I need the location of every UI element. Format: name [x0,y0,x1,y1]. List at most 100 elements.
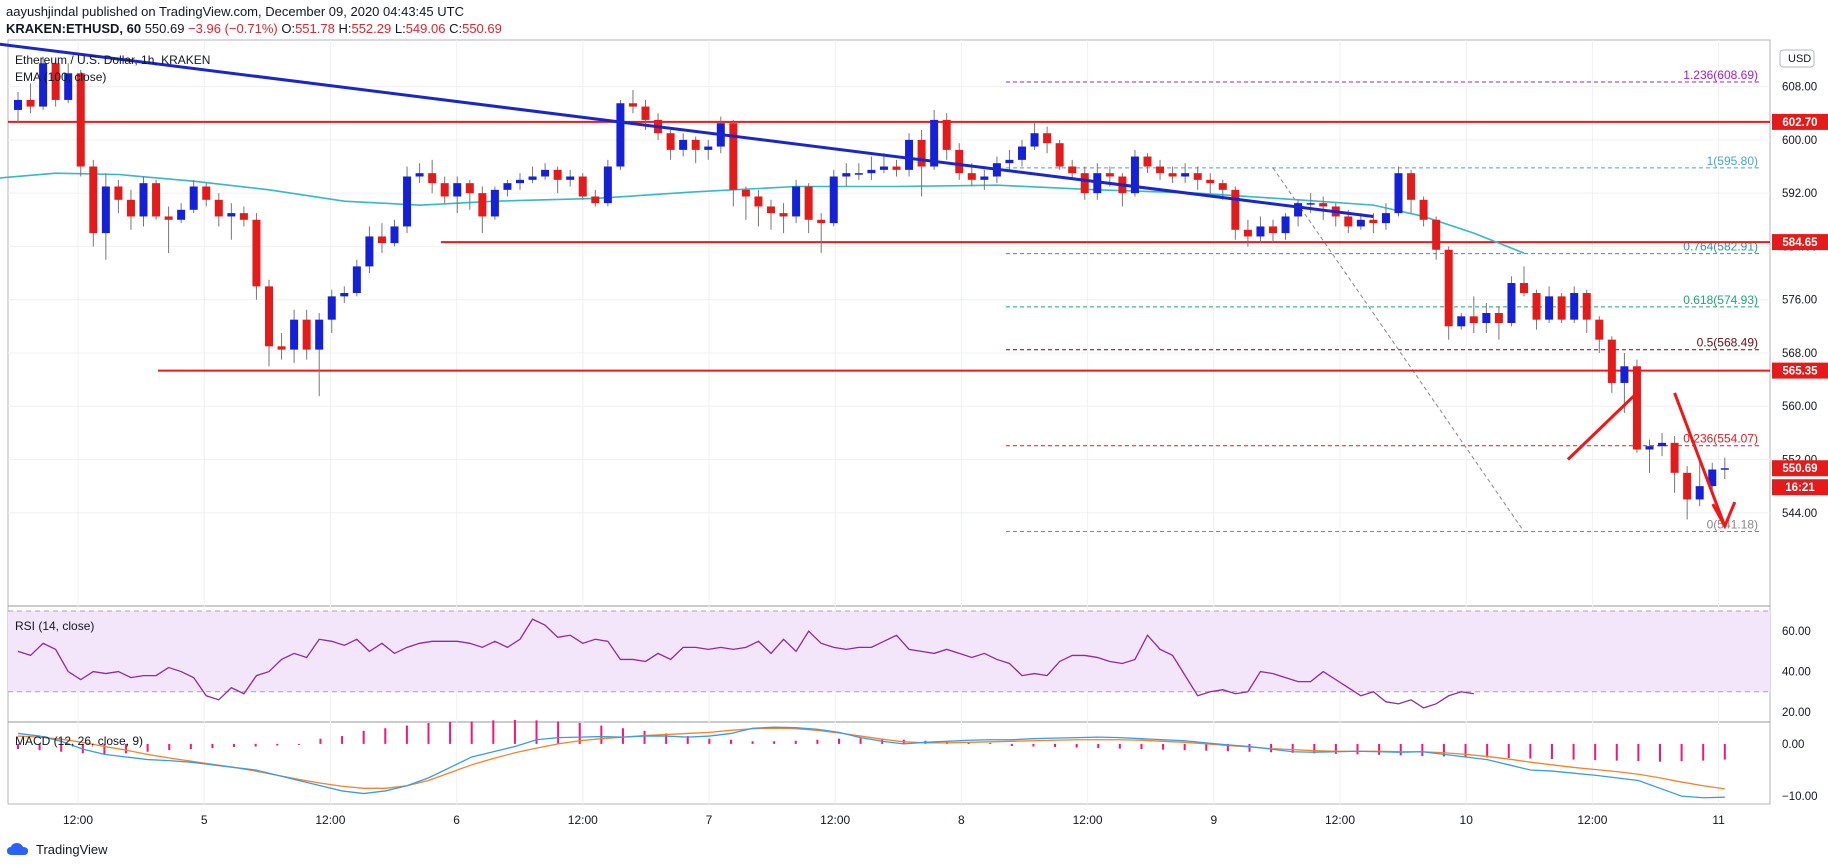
pair-legend: Ethereum / U.S. Dollar, 1h, KRAKEN [15,53,210,67]
y-tick-label: 544.00 [1782,508,1817,520]
candle-body [679,139,688,150]
candle-body [1130,156,1139,194]
candle-body [1607,339,1616,383]
candle-body [767,206,775,214]
candle-body [566,176,575,180]
candle-body [1469,316,1478,323]
price-label: 602.70 [1782,117,1817,129]
price-change: −3.96 (−0.71%) [188,21,278,36]
candle-body [51,63,60,100]
candle-body [842,173,851,177]
candle-body [917,139,926,167]
candle-body [290,319,299,350]
candle-body [1105,173,1114,177]
candle-body [265,286,273,347]
candle-body [277,346,286,350]
candle-body [503,183,512,190]
candle-body [628,103,637,107]
candle-body [214,199,223,217]
candle-body [691,139,700,150]
close-label: C: [449,21,463,36]
down-arrow-head [1711,501,1737,530]
down-arrow [1673,392,1727,527]
x-tick-label: 9 [1210,813,1217,827]
candle-body [1520,283,1528,294]
candle-body [1319,203,1328,207]
countdown-label: 16:21 [1785,482,1815,494]
open-label: O: [281,21,296,36]
y-tick-label: 576.00 [1782,295,1817,307]
y-tick-label: 568.00 [1782,348,1817,360]
candle-body [942,119,951,150]
x-tick-label: 12:00 [1577,813,1607,827]
candle-body [126,199,135,217]
candle-body [252,219,261,287]
high-value: 552.29 [351,21,392,36]
candle-body [1181,173,1190,177]
candle-body [377,236,386,244]
candle-body [1068,166,1077,174]
candle-body [541,169,550,177]
x-tick-label: 11 [1712,813,1725,827]
currency-label: USD [1788,53,1811,65]
fib-diagonal [1272,167,1525,532]
candle-body [792,186,801,217]
candle-body [1193,173,1202,180]
candle-body [327,296,336,320]
fib-level-label: 0.618(574.93) [1683,293,1758,307]
candle-body [1720,468,1729,470]
fib-level-label: 0.236(554.07) [1683,432,1758,446]
currency-box [1779,49,1815,68]
candle-body [403,176,412,227]
candle-body [1557,296,1566,320]
macd-legend: MACD (12, 26, close, 9) [15,734,143,748]
candle-body [239,213,248,220]
candle-body [779,213,788,217]
candle-body [1306,203,1315,205]
candle-body [189,186,198,210]
candle-body [905,139,914,170]
candle-body [528,176,537,180]
candle-body [1632,366,1641,450]
low-value: 549.06 [405,21,446,36]
last-price: 550.69 [144,21,185,36]
tradingview-logo[interactable]: TradingView [6,841,108,857]
candle-body [1143,156,1152,167]
candle-body [315,319,324,350]
high-label: H: [338,21,352,36]
open-value: 551.78 [295,21,335,36]
candle-body [1043,133,1052,144]
candle-body [1444,249,1453,327]
x-tick-label: 12:00 [1073,813,1103,827]
candle-body [641,106,650,120]
candle-body [453,183,462,197]
macd-tick-label: 0.00 [1782,739,1804,751]
candle-body [390,226,399,244]
candle-body [340,293,349,297]
candle-body [1695,486,1704,500]
rsi-tick-label: 40.00 [1782,667,1811,679]
candle-body [1595,319,1604,340]
candle-body [867,169,876,174]
rsi-line [17,618,1474,709]
x-tick-label: 12:00 [1325,813,1355,827]
price-label-box [1772,113,1828,130]
candle-body [1168,173,1177,177]
candle-body [1344,216,1353,227]
x-tick-label: 10 [1460,813,1474,827]
candle-body [1620,366,1629,383]
x-tick-label: 12:00 [820,813,850,827]
author-name[interactable]: aayushjindal [6,4,79,19]
x-tick-label: 8 [958,813,965,827]
macd-line [17,726,1725,799]
y-tick-label: 600.00 [1782,135,1817,147]
x-tick-label: 12:00 [315,813,345,827]
symbol-label: KRAKEN:ETHUSD, 60 [6,21,142,36]
candle-body [1281,216,1290,234]
candle-body [1243,229,1252,237]
candle-body [139,183,148,217]
candle-body [440,183,449,197]
candle-body [516,179,524,184]
candle-body [101,186,110,234]
